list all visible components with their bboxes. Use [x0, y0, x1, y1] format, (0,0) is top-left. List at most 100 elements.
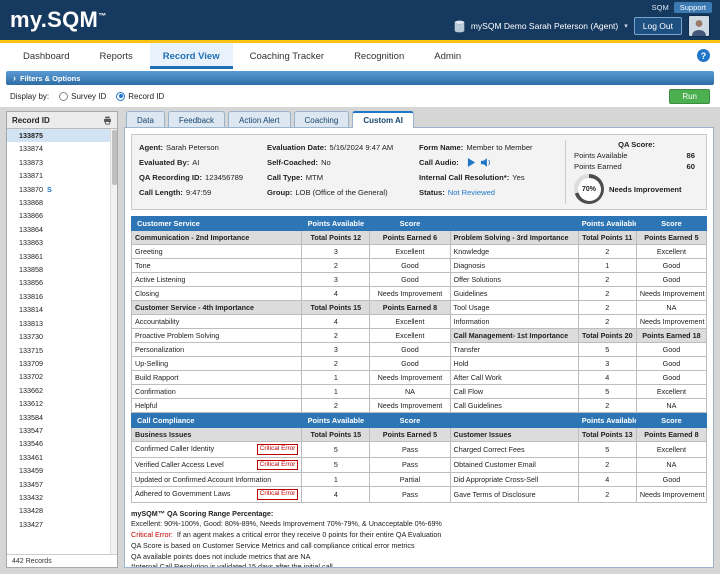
record-list-item[interactable]: 133874: [19, 144, 43, 154]
qa-table-row: Closing 4 Needs Improvement Guidelines 2 Need…: [130, 286, 708, 301]
critical-error-badge: Critical Error: [256, 459, 299, 470]
avatar[interactable]: [688, 15, 710, 37]
metric-name: Proactive Problem Solving: [130, 328, 303, 343]
scrollbar-thumb[interactable]: [112, 130, 117, 185]
app-logo-text: my.SQM: [10, 7, 99, 32]
top-links: SQM Support: [652, 2, 712, 13]
nav-item-dashboard[interactable]: Dashboard: [23, 50, 70, 62]
radio-survey-id[interactable]: Survey ID: [59, 91, 106, 101]
evaluation-panel: Agent: Sarah Peterson Evaluation Date: 5/1…: [124, 127, 714, 568]
support-link[interactable]: Support: [673, 2, 712, 13]
play-audio-icon[interactable]: [467, 158, 476, 168]
record-list-item[interactable]: 133816: [19, 291, 43, 301]
field-status: Status: Not Reviewed: [419, 188, 565, 197]
record-list-item[interactable]: 133870 S: [19, 184, 52, 194]
tab-feedback[interactable]: Feedback: [167, 111, 226, 128]
record-list-item[interactable]: 133864: [19, 224, 43, 234]
metric-points: 4: [301, 486, 371, 503]
run-button[interactable]: Run: [669, 88, 710, 104]
nav-item-coaching-tracker[interactable]: Coaching Tracker: [249, 50, 325, 62]
help-icon[interactable]: ?: [697, 49, 710, 62]
record-list-item[interactable]: 133871: [19, 171, 43, 181]
record-list-item[interactable]: 133461: [19, 452, 43, 462]
account-menu[interactable]: mySQM Demo Sarah Peterson (Agent): [470, 21, 619, 31]
metric-points: Total Points 15: [301, 300, 371, 315]
nav-item-record-view[interactable]: Record View: [149, 43, 233, 69]
record-list-item[interactable]: 133875: [7, 129, 117, 143]
filters-options-bar[interactable]: › Filters & Options: [6, 71, 714, 85]
tab-action-alert[interactable]: Action Alert: [228, 111, 291, 128]
record-list: 133875 133874 133873 133871 133870 S 133868 133…: [7, 129, 117, 554]
caret-down-icon: ▾: [624, 23, 628, 30]
record-list-item[interactable]: 133866: [19, 211, 43, 221]
metric-score: Excellent: [635, 384, 708, 399]
metric-points: 5: [301, 441, 371, 458]
logout-button[interactable]: Log Out: [633, 17, 682, 35]
qa-table-row: Accountability 4 Excellent Information 2 Need…: [130, 314, 708, 329]
record-list-item[interactable]: 133546: [19, 439, 43, 449]
metric-points: 3: [301, 244, 371, 259]
record-list-item[interactable]: 133427: [19, 519, 43, 529]
scoring-notes: mySQM™ QA Scoring Range Percentage: Exce…: [131, 509, 707, 568]
record-list-item[interactable]: 133715: [19, 345, 43, 355]
sqm-link[interactable]: SQM: [651, 3, 669, 12]
metric-points: 2: [577, 456, 637, 473]
nav-item-recognition[interactable]: Recognition: [354, 50, 405, 62]
display-by-row: Display by: Survey ID Record ID Run: [6, 85, 714, 107]
points-available-header: Points Available: [577, 216, 637, 231]
radio-record-id[interactable]: Record ID: [116, 91, 164, 101]
record-list-item[interactable]: 133702: [19, 372, 43, 382]
record-list-item[interactable]: 133858: [19, 265, 43, 275]
field-label: Internal Call Resolution*:: [419, 173, 510, 182]
record-list-item[interactable]: 133709: [19, 358, 43, 368]
tab-custom-ai[interactable]: Custom AI: [352, 111, 415, 128]
record-list-item[interactable]: 133863: [19, 238, 43, 248]
speaker-icon[interactable]: [481, 158, 492, 167]
qa-table-row: Adhered to Government Laws Critical Error…: [130, 486, 708, 503]
print-icon[interactable]: [103, 116, 112, 125]
nav-item-reports[interactable]: Reports: [99, 50, 133, 62]
record-list-item[interactable]: 133814: [19, 305, 43, 315]
metric-name: Call Flow: [449, 384, 579, 399]
record-list-item[interactable]: 133730: [19, 332, 43, 342]
metric-points: 2: [577, 398, 637, 413]
tab-data[interactable]: Data: [126, 111, 165, 128]
record-list-item[interactable]: 133856: [19, 278, 43, 288]
metric-name: Communication - 2nd Importance: [130, 230, 303, 245]
record-list-item[interactable]: 133861: [19, 251, 43, 261]
record-list-item[interactable]: 133547: [19, 425, 43, 435]
nav-item-admin[interactable]: Admin: [434, 50, 462, 62]
app-logo[interactable]: my.SQM™: [10, 7, 107, 33]
qa-table-row: Up-Selling 2 Good Hold 3 Good: [130, 356, 708, 371]
database-icon: [454, 20, 465, 33]
record-list-item[interactable]: 133457: [19, 479, 43, 489]
record-list-item[interactable]: 133459: [19, 466, 43, 476]
field-label: Evaluation Date:: [267, 143, 327, 152]
metric-points: 1: [301, 472, 371, 487]
field-label: Call Type:: [267, 173, 303, 182]
metric-name: After Call Work: [449, 370, 579, 385]
metric-points: 1: [577, 258, 637, 273]
metric-name: Guidelines: [449, 286, 579, 301]
record-list-item[interactable]: 133873: [19, 157, 43, 167]
points-earned-label: Points Earned: [574, 162, 622, 171]
metric-name: Call Guidelines: [449, 398, 579, 413]
metric-score: Points Earned 6: [369, 230, 451, 245]
metric-score: Good: [635, 356, 708, 371]
points-available-header: Points Available: [301, 413, 371, 428]
record-list-item[interactable]: 133428: [19, 506, 43, 516]
metric-name: Business Issues: [130, 427, 303, 442]
metric-points: 3: [301, 272, 371, 287]
record-list-item[interactable]: 133432: [19, 492, 43, 502]
record-list-item[interactable]: 133612: [19, 399, 43, 409]
metric-name: Helpful: [130, 398, 303, 413]
tab-coaching[interactable]: Coaching: [293, 111, 350, 128]
field-label: Form Name:: [419, 143, 464, 152]
record-list-item[interactable]: 133662: [19, 385, 43, 395]
field-group: Group: LOB (Office of the General): [267, 188, 419, 197]
record-list-item[interactable]: 133813: [19, 318, 43, 328]
record-list-item[interactable]: 133584: [19, 412, 43, 422]
record-list-scrollbar[interactable]: [110, 129, 117, 554]
metric-name: Adhered to Government Laws Critical Error: [130, 486, 303, 503]
record-list-item[interactable]: 133868: [19, 198, 43, 208]
